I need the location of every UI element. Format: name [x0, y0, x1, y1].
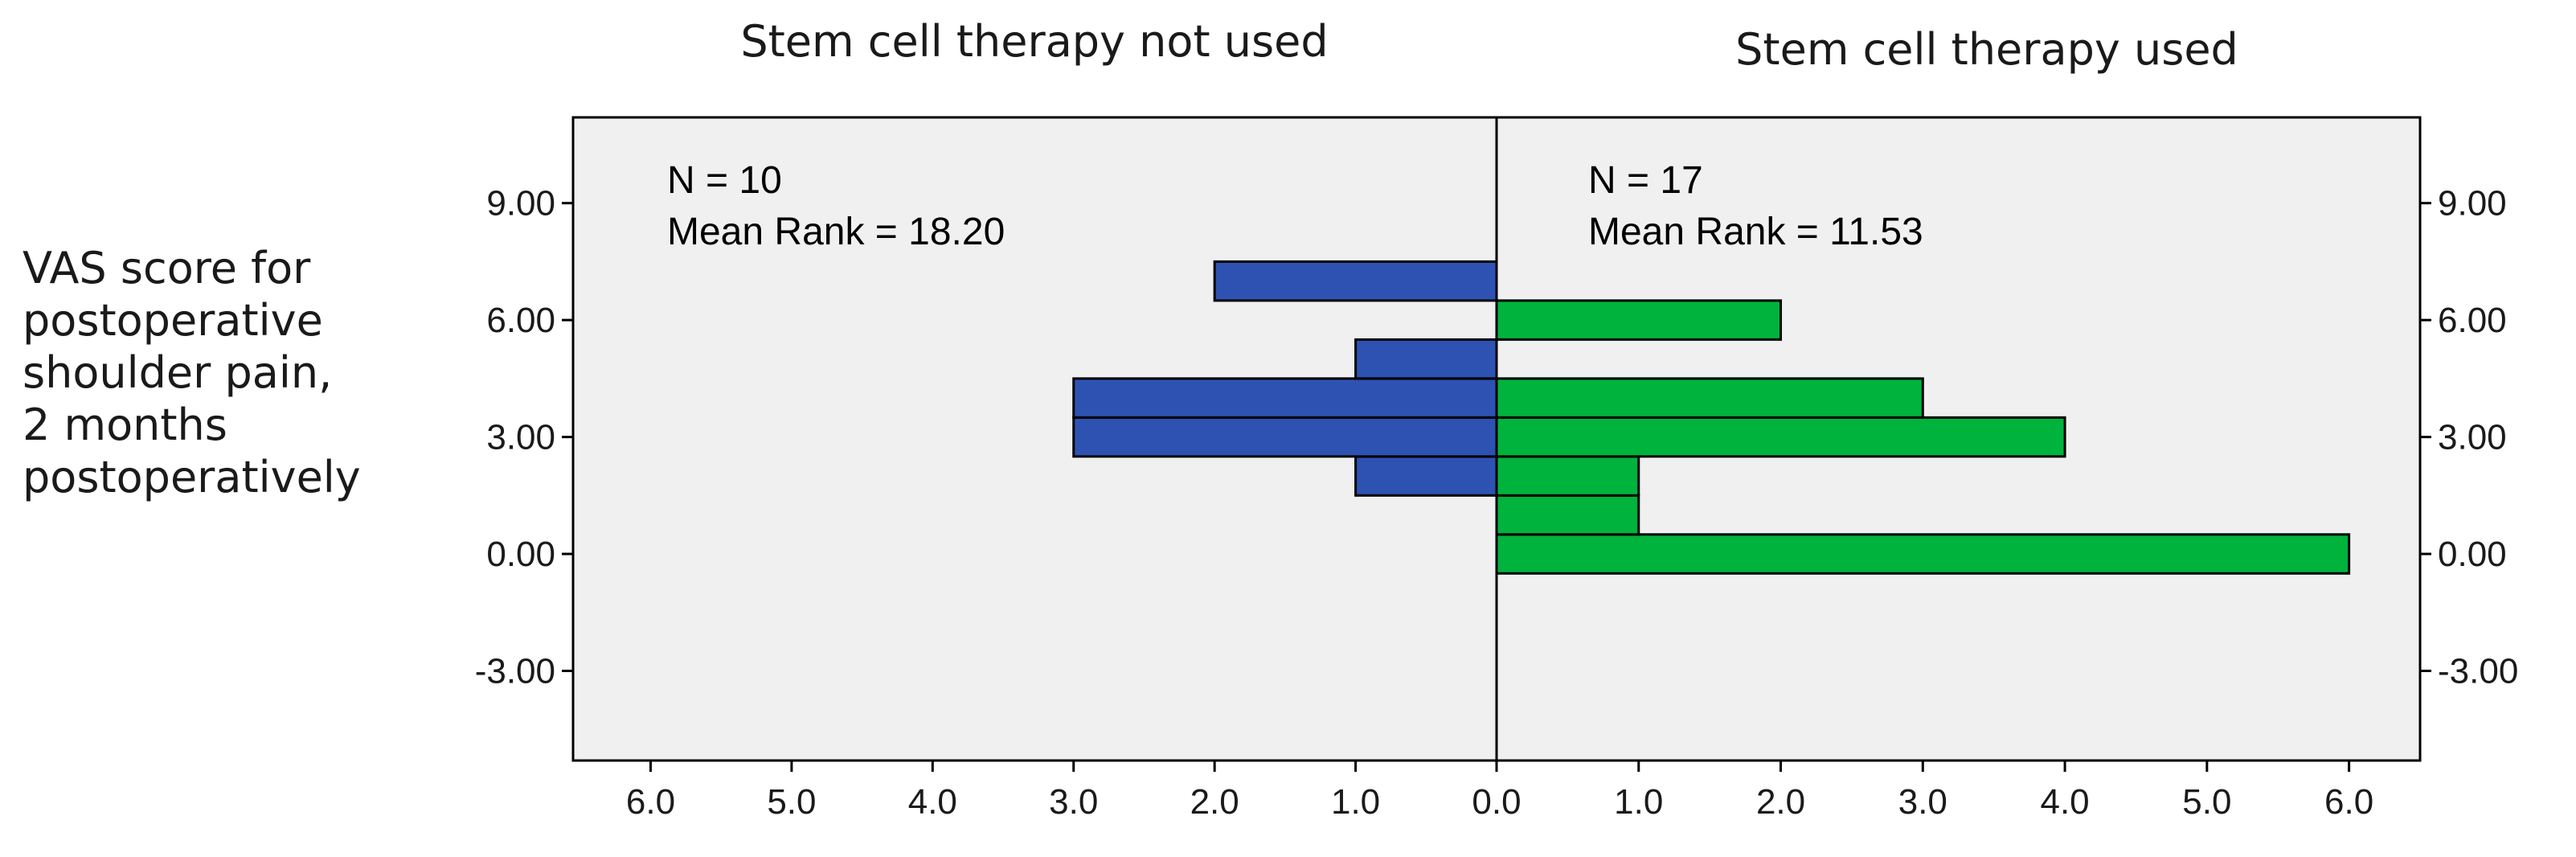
x-tick-label-left: 2.0 [1190, 782, 1239, 822]
y-axis-label-line: shoulder pain, [23, 347, 332, 398]
y-tick-label-right: 0.00 [2438, 535, 2507, 574]
bar-not-used-2 [1072, 377, 1498, 419]
bar-not-used-3 [1354, 338, 1498, 380]
right-y-axis: 9.00 6.00 3.00 0.00 -3.00 [2420, 184, 2518, 691]
left-mean-rank-label: Mean Rank = 18.20 [667, 211, 1005, 253]
right-panel-title: Stem cell therapy used [1735, 24, 2238, 75]
y-tick-label-left: 0.00 [486, 535, 555, 574]
x-tick-label-left: 5.0 [767, 782, 816, 822]
x-tick-label-left: 4.0 [908, 782, 957, 822]
right-n-label: N = 17 [1588, 159, 1703, 202]
y-tick-label-right: -3.00 [2438, 651, 2518, 691]
x-tick-label-right: 6.0 [2324, 782, 2373, 822]
bar-used-0 [1495, 533, 2351, 575]
x-tick-label-right: 1.0 [1614, 782, 1663, 822]
x-tick-label-right: 0.0 [1472, 782, 1521, 822]
x-tick-label-right: 4.0 [2040, 782, 2089, 822]
y-axis-label-line: postoperatively [23, 452, 361, 502]
bar-used-2 [1495, 455, 1640, 497]
bar-used-5 [1495, 299, 1783, 341]
y-tick-label-left: 9.00 [486, 184, 555, 223]
left-y-axis: 9.00 6.00 3.00 0.00 -3.00 [475, 184, 573, 691]
x-tick-label-left: 6.0 [626, 782, 675, 822]
x-tick-label-right: 5.0 [2182, 782, 2231, 822]
x-tick-label-right: 3.0 [1898, 782, 1947, 822]
y-tick-label-left: 3.00 [486, 418, 555, 457]
x-tick-label-right: 2.0 [1756, 782, 1805, 822]
left-n-label: N = 10 [667, 159, 782, 202]
y-axis-label-line: 2 months [23, 400, 227, 450]
y-axis-label-line: postoperative [23, 295, 323, 346]
bars-layer [1072, 260, 2351, 575]
y-tick-label-right: 6.00 [2438, 301, 2507, 340]
x-tick-label-left: 3.0 [1049, 782, 1098, 822]
y-tick-label-right: 3.00 [2438, 418, 2507, 457]
bar-not-used-0 [1354, 455, 1498, 497]
left-panel-title: Stem cell therapy not used [740, 16, 1328, 67]
y-tick-label-right: 9.00 [2438, 184, 2507, 223]
x-axis: 6.0 5.0 4.0 3.0 2.0 1.0 0.0 1.0 2.0 3.0 4.0 5.0 6.0 [626, 761, 2373, 822]
right-mean-rank-label: Mean Rank = 11.53 [1588, 211, 1923, 253]
y-tick-label-left: 6.00 [486, 301, 555, 340]
bar-not-used-1 [1072, 416, 1498, 458]
y-axis-label-line: VAS score for [23, 243, 311, 293]
x-tick-label-left: 1.0 [1331, 782, 1380, 822]
y-tick-label-left: -3.00 [475, 651, 555, 691]
bar-used-3 [1495, 416, 2066, 458]
bar-used-4 [1495, 377, 1924, 419]
bar-used-1 [1495, 494, 1640, 536]
bar-not-used-4 [1213, 260, 1498, 302]
